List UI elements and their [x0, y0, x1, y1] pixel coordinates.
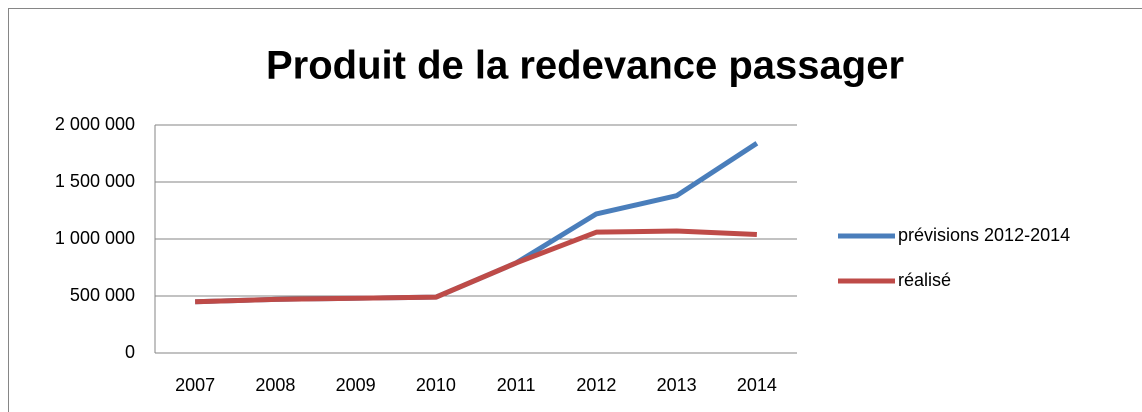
- y-tick-label: 1 500 000: [55, 171, 135, 191]
- x-tick-label: 2007: [175, 375, 215, 395]
- y-tick-label: 1 000 000: [55, 228, 135, 248]
- series-line: [195, 228, 757, 305]
- x-tick-label: 2013: [657, 375, 697, 395]
- y-tick-label: 2 000 000: [55, 114, 135, 134]
- x-tick-label: 2008: [255, 375, 295, 395]
- x-tick-label: 2012: [576, 375, 616, 395]
- y-tick-label: 0: [125, 342, 135, 362]
- chart-border: [8, 8, 1142, 412]
- x-tick-label: 2011: [497, 375, 536, 395]
- x-tick-label: 2014: [737, 375, 777, 395]
- y-tick-label: 500 000: [70, 285, 135, 305]
- legend-label: prévisions 2012-2014: [898, 225, 1070, 245]
- x-tick-label: 2009: [336, 375, 376, 395]
- legend-label: réalisé: [898, 270, 951, 290]
- chart-title: Produit de la redevance passager: [266, 44, 904, 88]
- x-tick-label: 2010: [416, 375, 456, 395]
